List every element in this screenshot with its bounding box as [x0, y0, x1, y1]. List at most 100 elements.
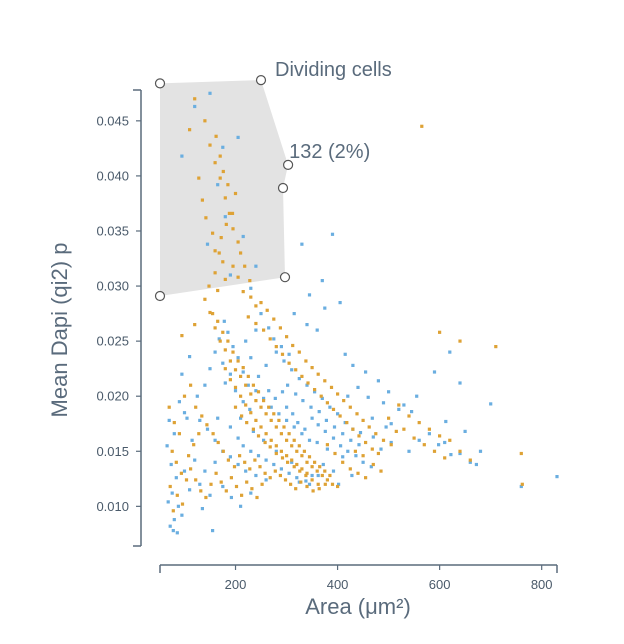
data-point-s0-82: [221, 484, 225, 489]
data-point-s1-69: [241, 366, 245, 370]
data-point-s1-233: [348, 467, 352, 471]
data-point-s0-59: [337, 482, 341, 486]
data-point-s0-108: [246, 383, 250, 387]
data-point-s0-28: [381, 401, 386, 405]
data-point-s1-57: [310, 465, 314, 469]
data-point-s1-27: [254, 304, 258, 308]
data-point-s0-180: [267, 389, 271, 393]
gate-vertex-handle-4[interactable]: [279, 272, 291, 283]
data-point-s1-143: [278, 326, 282, 330]
data-point-s0-65: [170, 491, 174, 495]
data-point-s0-198: [448, 350, 452, 354]
data-point-s1-56: [305, 460, 309, 464]
gate-vertex-handle-5[interactable]: [154, 290, 166, 302]
data-point-s0-45: [389, 440, 393, 445]
data-point-s1-59: [320, 473, 324, 478]
data-point-s1-167: [184, 478, 189, 482]
data-point-s0-26: [402, 403, 406, 407]
data-point-s1-146: [297, 350, 301, 354]
data-point-s1-242: [213, 249, 217, 253]
data-point-s1-245: [230, 211, 235, 215]
x-ticks: 200 400 600 800: [159, 565, 558, 592]
data-point-s1-236: [371, 462, 375, 467]
data-point-s1-178: [204, 495, 208, 500]
data-point-s0-153: [195, 394, 199, 398]
data-point-s1-194: [205, 423, 209, 427]
data-point-s1-96: [269, 438, 273, 442]
data-point-s1-109: [263, 440, 267, 445]
data-point-s1-98: [279, 449, 283, 453]
data-point-s1-203: [253, 458, 257, 462]
data-point-s1-171: [171, 509, 175, 513]
data-point-s0-51: [389, 422, 393, 426]
data-point-s0-71: [171, 529, 175, 533]
data-point-s1-156: [361, 418, 365, 422]
data-point-s1-191: [189, 383, 193, 387]
data-point-s1-54: [295, 449, 299, 453]
data-point-s1-16: [211, 231, 215, 235]
y-tick-label-0: 0.010: [96, 499, 129, 514]
data-point-s0-173: [323, 429, 327, 433]
gate-label: Dividing cells: [275, 59, 392, 81]
gate-vertex-handle-2[interactable]: [283, 159, 294, 170]
data-point-s0-48: [379, 447, 383, 451]
data-point-s0-156: [177, 400, 181, 404]
data-point-s1-127: [300, 374, 304, 378]
data-point-s1-200: [238, 454, 242, 458]
data-point-s0-16: [338, 301, 342, 305]
data-point-s1-152: [336, 392, 340, 396]
data-point-s1-168: [168, 484, 172, 489]
data-point-s1-93: [254, 418, 258, 422]
data-point-s1-76: [277, 418, 281, 422]
gate-handles: [154, 74, 294, 302]
data-point-s1-35: [193, 323, 197, 327]
data-point-s0-64: [174, 476, 178, 480]
data-point-s0-13: [320, 279, 324, 283]
gate-vertex-handle-3[interactable]: [277, 182, 289, 194]
data-point-s1-225: [412, 436, 416, 440]
data-point-s1-134: [345, 421, 349, 425]
data-point-s0-147: [223, 381, 227, 385]
data-point-s1-5: [218, 176, 222, 180]
gate-vertex-handle-0[interactable]: [154, 78, 166, 89]
data-point-s1-41: [228, 359, 232, 363]
data-point-s0-176: [346, 449, 350, 453]
data-point-s1-106: [245, 421, 249, 425]
data-point-s1-169: [175, 493, 179, 497]
data-point-s1-46: [254, 399, 258, 403]
dividing-cells-gate[interactable]: [160, 80, 289, 296]
data-point-s0-119: [274, 350, 278, 354]
data-point-s1-250: [214, 134, 218, 138]
data-point-s0-57: [307, 482, 312, 486]
data-point-s1-91: [244, 403, 248, 407]
data-point-s1-182: [224, 489, 228, 493]
data-point-s0-101: [290, 460, 294, 464]
data-point-s0-49: [384, 425, 388, 429]
data-point-s0-36: [489, 402, 493, 406]
data-point-s1-0: [188, 128, 192, 132]
data-point-s0-159: [205, 427, 210, 431]
data-point-s0-125: [320, 396, 324, 400]
data-point-s1-7: [227, 211, 231, 215]
data-point-s1-61: [330, 482, 335, 486]
gate-vertex-handle-1[interactable]: [255, 74, 267, 86]
data-point-s0-121: [290, 368, 294, 372]
data-point-s0-188: [324, 418, 328, 422]
data-point-s0-78: [188, 488, 192, 492]
x-tick-label-3: 800: [531, 577, 553, 592]
data-point-s1-213: [305, 484, 309, 489]
data-point-s0-186: [309, 405, 313, 409]
data-point-s1-204: [258, 465, 262, 469]
x-tick-label-2: 600: [429, 577, 451, 592]
data-point-s1-150: [323, 379, 327, 383]
data-point-s0-135: [264, 363, 268, 367]
data-point-s0-150: [248, 407, 252, 411]
data-point-s0-157: [182, 411, 187, 415]
data-point-s0-27: [410, 410, 414, 414]
data-point-s0-131: [267, 326, 271, 330]
data-point-s0-178: [361, 460, 365, 464]
data-point-s1-166: [179, 471, 183, 475]
data-point-s1-33: [520, 482, 524, 486]
data-point-s1-111: [274, 451, 278, 456]
data-point-s1-71: [251, 383, 255, 387]
